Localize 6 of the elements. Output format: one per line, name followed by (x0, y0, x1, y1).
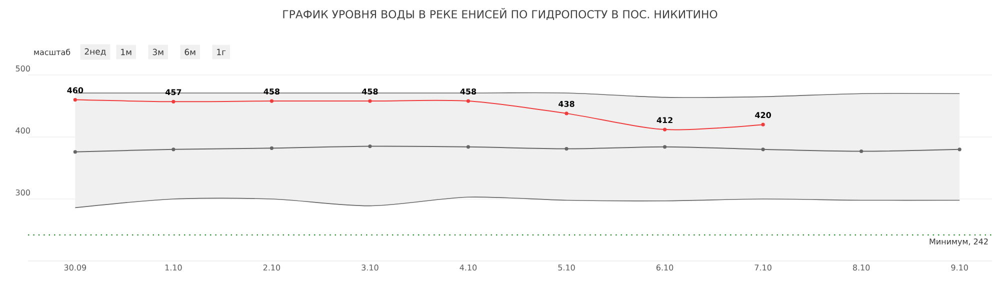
text: 2нед (84, 48, 106, 56)
text: 3м (152, 48, 164, 56)
chart-title: ГРАФИК УРОВНЯ ВОДЫ В РЕКЕ ЕНИСЕЙ ПО ГИДРОПОСТУ В ПОС. НИКИТИНО (283, 8, 718, 20)
text: 1м (121, 48, 132, 56)
text: 1г (217, 48, 226, 56)
text: 6м (184, 48, 196, 56)
